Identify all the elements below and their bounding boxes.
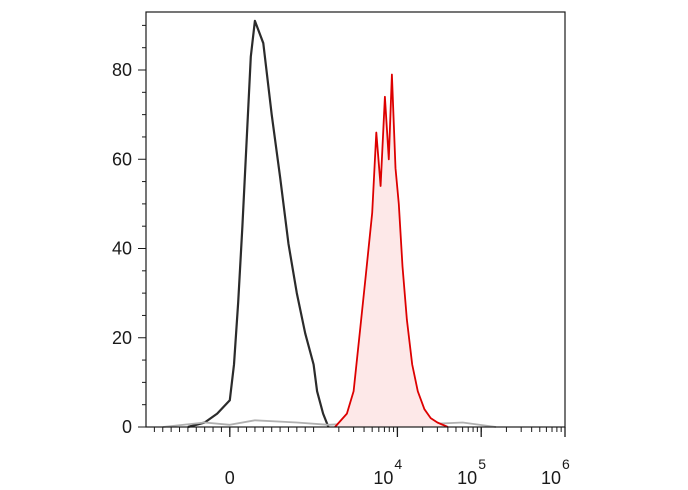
x-tick-base: 0 <box>225 468 235 488</box>
series-layer <box>162 19 497 429</box>
x-tick-base: 10 <box>457 468 477 488</box>
x-tick-label: 0 <box>225 468 235 488</box>
series-2-line <box>334 73 449 428</box>
y-tick-label: 60 <box>112 149 132 169</box>
x-tick-exponent: 4 <box>394 456 402 472</box>
y-tick-label: 0 <box>122 417 132 437</box>
plot-border <box>145 11 566 428</box>
x-tick-exponent: 6 <box>562 456 570 472</box>
x-tick-exponent: 5 <box>478 456 486 472</box>
series-2-area <box>335 74 448 427</box>
y-tick-label: 40 <box>112 239 132 259</box>
x-tick-label: 104 <box>373 456 402 488</box>
y-tick-label: 80 <box>112 60 132 80</box>
x-tick-label: 105 <box>457 456 486 488</box>
x-tick-base: 10 <box>373 468 393 488</box>
series-0-line <box>187 19 330 429</box>
x-tick-base: 10 <box>541 468 561 488</box>
plot-frame <box>145 11 566 428</box>
y-tick-label: 20 <box>112 328 132 348</box>
x-tick-label: 106 <box>541 456 570 488</box>
y-axis: 0 20 40 60 80 <box>112 24 146 437</box>
